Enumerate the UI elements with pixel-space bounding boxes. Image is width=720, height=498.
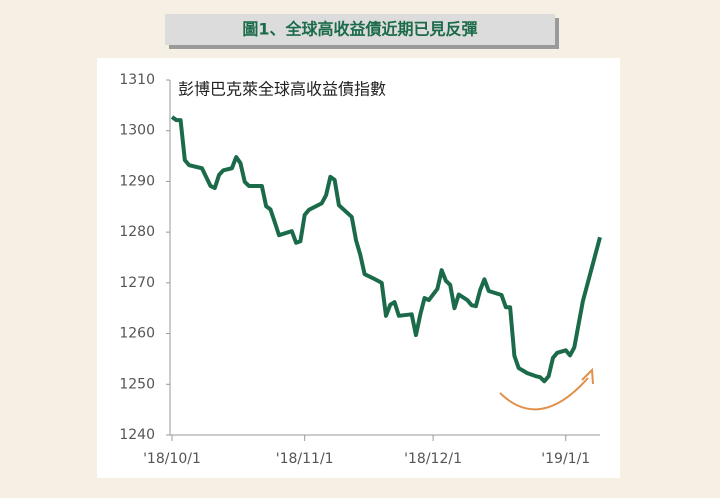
annotation-arrow [499, 377, 589, 411]
y-tick-label: 1290 [119, 173, 155, 189]
line-series [170, 115, 602, 384]
y-tick-label: 1300 [119, 123, 155, 139]
x-tick-label: '19/1/1 [541, 451, 590, 467]
series-label: 彭博巴克萊全球高收益債指數 [178, 80, 386, 99]
y-tick-label: 1280 [119, 224, 155, 240]
title-box [165, 14, 555, 45]
x-tick-label: '18/11/1 [276, 451, 334, 467]
y-tick-label: 1270 [119, 275, 155, 291]
chart-title: 圖1、全球高收益債近期已見反彈 [242, 20, 477, 39]
x-tick-label: '18/10/1 [143, 451, 201, 467]
y-tick-label: 1250 [119, 376, 155, 392]
y-tick-label: 1260 [119, 326, 155, 342]
arrow-head [581, 367, 594, 385]
plot-panel [97, 58, 620, 478]
y-tick-label: 1240 [119, 427, 155, 443]
x-tick-label: '18/12/1 [404, 451, 462, 467]
y-tick-label: 1310 [119, 72, 155, 88]
